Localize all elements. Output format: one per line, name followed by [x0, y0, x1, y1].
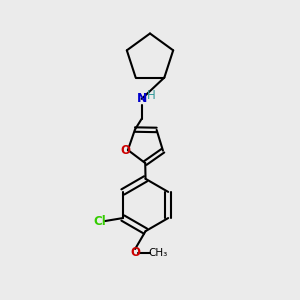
Text: H: H [147, 89, 156, 102]
Text: N: N [136, 92, 147, 105]
Text: Cl: Cl [93, 214, 106, 227]
Text: O: O [121, 143, 130, 157]
Text: CH₃: CH₃ [149, 248, 168, 257]
Text: O: O [130, 246, 140, 259]
